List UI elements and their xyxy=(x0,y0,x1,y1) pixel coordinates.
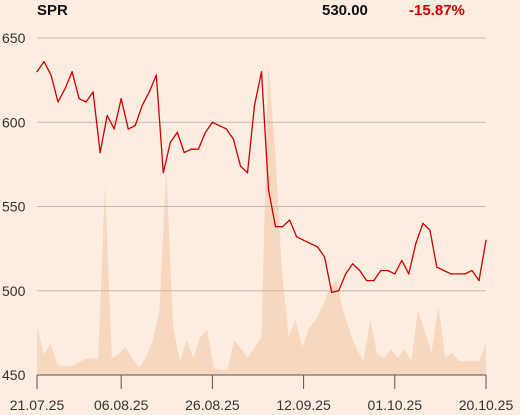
price-point-12 xyxy=(120,98,122,100)
price-point-57 xyxy=(436,266,438,268)
price-point-24 xyxy=(204,131,206,133)
price-point-48 xyxy=(373,280,375,282)
x-tick-label-4: 01.10.25 xyxy=(368,397,423,413)
price-point-11 xyxy=(113,128,115,130)
price-point-64 xyxy=(485,239,487,241)
price-point-28 xyxy=(232,138,235,140)
price-point-50 xyxy=(387,269,389,272)
price-point-19 xyxy=(169,141,171,144)
y-tick-label-450: 450 xyxy=(2,367,26,383)
price-point-43 xyxy=(338,290,340,292)
price-point-40 xyxy=(317,246,319,248)
price-point-37 xyxy=(295,236,298,238)
price-point-36 xyxy=(288,219,291,221)
price-point-23 xyxy=(197,148,199,150)
price-point-45 xyxy=(352,263,354,265)
ticker-symbol: SPR xyxy=(37,2,68,19)
price-point-1 xyxy=(43,60,45,63)
y-tick-label-500: 500 xyxy=(2,283,26,299)
x-tick-label-0: 21.07.25 xyxy=(10,397,65,413)
price-point-63 xyxy=(478,280,480,282)
x-tick-label-3: 12.09.25 xyxy=(276,397,331,413)
price-point-46 xyxy=(359,269,361,272)
price-point-20 xyxy=(176,131,178,133)
price-point-56 xyxy=(429,229,431,231)
price-point-61 xyxy=(464,273,466,275)
x-tick-label-5: 20.10.25 xyxy=(459,397,514,413)
price-point-14 xyxy=(134,125,136,127)
volume-area xyxy=(37,63,486,376)
price-point-41 xyxy=(324,256,326,258)
price-point-55 xyxy=(422,222,424,224)
y-tick-label-550: 550 xyxy=(2,199,26,215)
price-point-58 xyxy=(443,269,445,272)
price-point-35 xyxy=(281,226,284,228)
price-point-47 xyxy=(366,280,368,282)
price-point-52 xyxy=(401,259,403,262)
price-point-15 xyxy=(141,104,143,106)
price-point-5 xyxy=(71,71,73,73)
x-tick-label-1: 06.08.25 xyxy=(94,397,149,413)
price-point-13 xyxy=(127,128,129,130)
price-point-59 xyxy=(450,273,452,275)
price-point-38 xyxy=(302,239,305,241)
price-change-percent: -15.87% xyxy=(409,2,465,19)
price-point-60 xyxy=(457,273,459,275)
price-point-27 xyxy=(225,128,228,130)
price-point-51 xyxy=(394,273,396,275)
price-point-10 xyxy=(106,114,108,117)
price-point-3 xyxy=(57,101,59,103)
price-point-0 xyxy=(36,71,38,73)
y-tick-label-650: 650 xyxy=(2,30,26,46)
price-point-22 xyxy=(190,148,192,150)
price-point-6 xyxy=(78,98,80,100)
price-point-62 xyxy=(471,269,473,272)
x-tick-label-2: 26.08.25 xyxy=(185,397,240,413)
price-point-42 xyxy=(331,291,333,294)
price-point-8 xyxy=(92,91,94,93)
price-point-26 xyxy=(218,125,221,127)
y-tick-label-600: 600 xyxy=(2,114,26,130)
price-point-54 xyxy=(415,242,417,245)
price-point-4 xyxy=(64,87,66,90)
price-point-49 xyxy=(380,269,382,272)
price-point-21 xyxy=(183,151,185,154)
price-point-18 xyxy=(162,172,164,174)
price-point-25 xyxy=(211,121,213,123)
price-point-17 xyxy=(155,74,157,76)
price-point-29 xyxy=(239,165,242,167)
price-point-9 xyxy=(99,151,101,154)
price-point-44 xyxy=(345,273,347,275)
price-point-53 xyxy=(408,273,410,275)
price-point-7 xyxy=(85,101,87,103)
price-point-16 xyxy=(148,91,150,93)
price-point-30 xyxy=(246,172,249,174)
last-price: 530.00 xyxy=(322,2,368,19)
price-point-33 xyxy=(267,189,270,191)
price-point-34 xyxy=(274,226,277,228)
price-point-32 xyxy=(260,71,263,73)
price-point-31 xyxy=(253,104,256,106)
price-point-39 xyxy=(310,242,312,245)
price-point-2 xyxy=(50,74,52,76)
